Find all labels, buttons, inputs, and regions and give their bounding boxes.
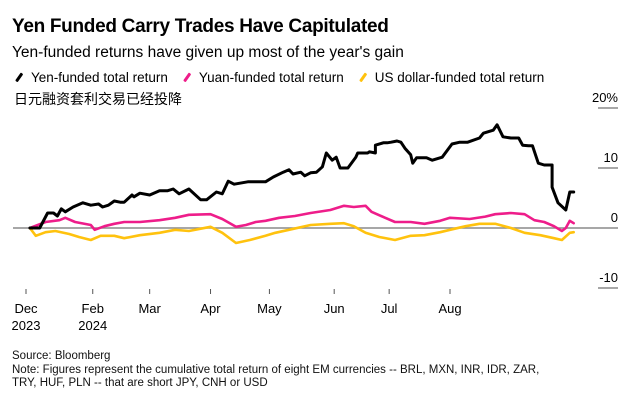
source-note: Source: Bloomberg	[12, 350, 111, 362]
x-tick-label: Apr	[200, 301, 221, 316]
x-axis: Dec 2023 Feb 2024 Mar Apr May Jun Jul Aug	[12, 289, 462, 333]
legend-label-yen: Yen-funded total return	[31, 70, 168, 85]
legend-item-yen: Yen-funded total return	[12, 70, 168, 85]
footer: Source: Bloomberg Note: Figures represen…	[12, 350, 539, 391]
legend-label-usd: US dollar-funded total return	[374, 70, 545, 85]
legend-label-yuan: Yuan-funded total return	[198, 70, 344, 85]
x-tick-sublabel: 2023	[12, 318, 41, 333]
x-tick-label: May	[257, 301, 282, 316]
series-group	[28, 123, 576, 245]
footnote-line-1: Note: Figures represent the cumulative t…	[12, 363, 540, 376]
x-tick-label: Jul	[381, 301, 398, 316]
series-line-usd	[28, 221, 575, 245]
series-line-yen	[28, 123, 576, 230]
legend-item-usd: US dollar-funded total return	[356, 70, 545, 85]
y-tick-label: 20%	[592, 90, 618, 105]
y-tick-label: 10	[604, 150, 618, 165]
x-tick-label: Feb	[82, 301, 104, 316]
chinese-title: 日元融资套利交易已经投降	[14, 92, 182, 108]
x-tick-label: Aug	[438, 301, 461, 316]
chart-title: Yen Funded Carry Trades Have Capitulated	[12, 16, 389, 37]
x-tick-label: Mar	[138, 301, 161, 316]
legend-item-yuan: Yuan-funded total return	[180, 70, 344, 85]
x-tick-sublabel: 2024	[78, 318, 107, 333]
series-line-yuan	[28, 204, 575, 233]
footnote-line-2: TRY, HUF, PLN -- that are short JPY, CNH…	[12, 377, 268, 389]
y-tick-label: 0	[611, 210, 618, 225]
y-tick-label: -10	[599, 270, 618, 285]
y-axis: 20% 10 0 -10	[592, 90, 618, 289]
x-tick-label: Dec	[14, 301, 38, 316]
chart-subtitle: Yen-funded returns have given up most of…	[12, 44, 404, 61]
legend: Yen-funded total return Yuan-funded tota…	[12, 70, 556, 85]
x-tick-label: Jun	[324, 301, 345, 316]
